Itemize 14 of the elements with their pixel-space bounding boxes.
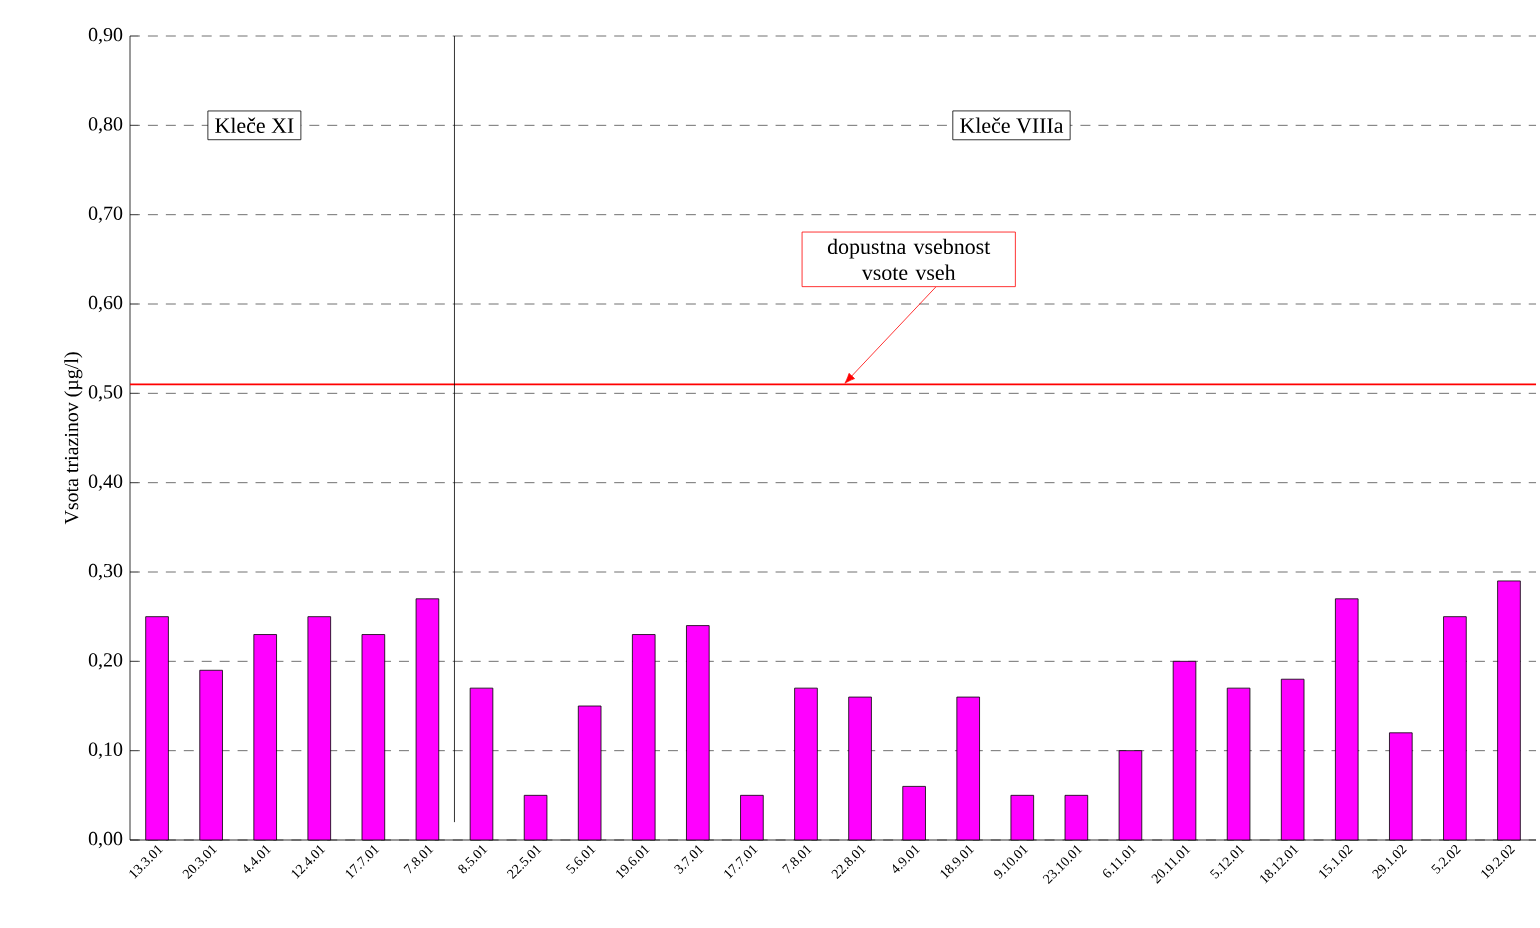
y-tick-label: 0,20 (88, 653, 123, 670)
y-axis-title: Vsota triazinov (µg/l) (64, 352, 83, 525)
y-tick-label: 0,90 (88, 27, 123, 45)
y-tick-label: 0,40 (88, 474, 123, 491)
y-tick-label: 0,10 (88, 742, 123, 759)
y-tick-label: 0,60 (88, 295, 123, 313)
annotation: Kleče XI (215, 117, 294, 134)
y-tick-label: 0,30 (88, 563, 123, 581)
ref-line-label: dopustna vsebnost vsote vseh (827, 238, 991, 280)
y-tick-label: 0,50 (88, 385, 123, 402)
y-tick-label: 0,80 (88, 117, 123, 134)
annotation: Kleče VIIIa (960, 117, 1064, 134)
y-tick-label: 0,70 (88, 206, 123, 223)
y-tick-label: 0,00 (88, 831, 123, 849)
